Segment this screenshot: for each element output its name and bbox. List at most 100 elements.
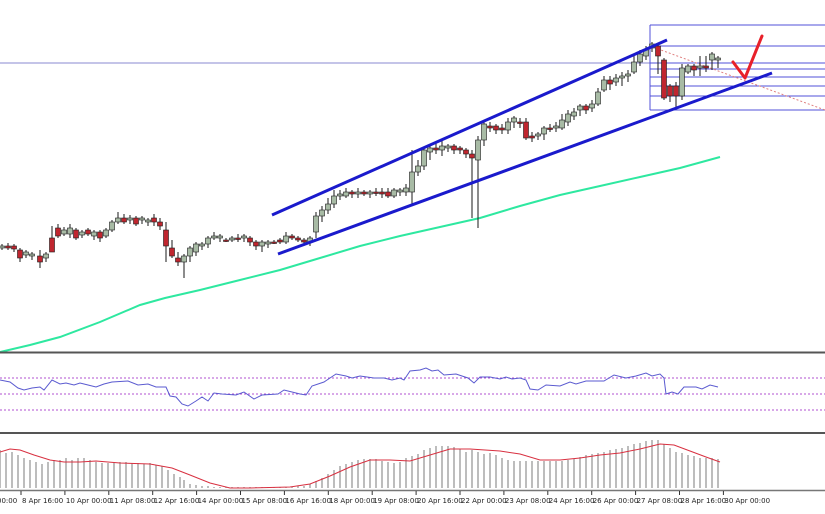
candlestick xyxy=(595,88,601,106)
candlestick xyxy=(571,108,577,120)
candlestick xyxy=(349,190,355,198)
candle-body-bullish xyxy=(139,217,145,221)
candlestick xyxy=(493,124,499,134)
candlestick xyxy=(337,190,343,200)
candlestick xyxy=(487,122,493,132)
candlestick xyxy=(397,188,403,196)
candlestick xyxy=(253,240,259,250)
candle-body-bullish xyxy=(553,125,559,129)
candlestick xyxy=(73,228,79,240)
candle-body-bullish xyxy=(505,121,511,131)
candlestick xyxy=(133,216,139,226)
candlestick xyxy=(85,228,91,236)
candle-body-bullish xyxy=(103,229,109,237)
time-axis-label: 28 Apr 16:00 xyxy=(681,497,727,505)
candlestick xyxy=(355,188,361,198)
candle-body-bearish xyxy=(547,127,553,130)
candlestick xyxy=(235,234,241,242)
candle-body-bearish xyxy=(349,191,355,195)
candlestick xyxy=(37,250,43,268)
candlestick xyxy=(529,132,535,142)
time-axis-label: 11 Apr 08:00 xyxy=(110,497,156,505)
candle-body-bullish xyxy=(709,53,715,61)
candle-body-bullish xyxy=(343,191,349,197)
candlestick xyxy=(163,222,169,262)
candle-body-bullish xyxy=(577,105,583,111)
candlestick xyxy=(127,215,133,224)
candle-body-bullish xyxy=(211,235,217,239)
candlestick xyxy=(601,76,607,92)
candle-body-bullish xyxy=(421,149,427,167)
candle-body-bullish xyxy=(541,127,547,135)
candle-body-bullish xyxy=(475,139,481,161)
candlestick xyxy=(673,82,679,108)
time-axis-label: 22 Apr 00:00 xyxy=(461,497,507,505)
candle-body-bearish xyxy=(37,255,43,263)
candle-body-bearish xyxy=(5,245,11,249)
candle-body-bearish xyxy=(295,237,301,241)
candlestick xyxy=(499,124,505,134)
candle-body-bearish xyxy=(17,249,23,259)
candle-body-bearish xyxy=(499,127,505,131)
candlestick xyxy=(415,160,421,176)
candle-body-bearish xyxy=(529,135,535,139)
time-axis-label: 8 Apr 16:00 xyxy=(22,497,63,505)
candle-body-bullish xyxy=(409,171,415,193)
time-axis-label: 00:00 xyxy=(0,497,17,505)
candle-body-bearish xyxy=(169,247,175,257)
candlestick xyxy=(703,56,709,72)
macd-signal-line xyxy=(0,443,721,489)
candle-body-bullish xyxy=(415,165,421,173)
candle-body-bearish xyxy=(457,147,463,151)
candlestick xyxy=(103,228,109,238)
candlestick xyxy=(361,190,367,196)
macd-panel xyxy=(0,440,721,489)
candle-body-bullish xyxy=(217,235,223,239)
candle-body-bullish xyxy=(0,245,5,249)
channel-lower-trendline[interactable] xyxy=(277,71,773,256)
candlestick xyxy=(331,190,337,208)
candle-body-bullish xyxy=(319,209,325,217)
candlestick xyxy=(61,227,67,236)
candlestick xyxy=(325,198,331,214)
candlestick xyxy=(433,142,439,154)
candle-body-bearish xyxy=(271,241,277,244)
candle-body-bearish xyxy=(583,105,589,111)
candlestick xyxy=(247,236,253,246)
candlestick xyxy=(511,116,517,128)
candle-body-bearish xyxy=(235,237,241,240)
candlestick xyxy=(373,188,379,196)
candle-body-bearish xyxy=(385,191,391,197)
candlestick xyxy=(151,214,157,226)
candlestick xyxy=(139,216,145,224)
candlestick xyxy=(523,118,529,140)
candle-body-bearish xyxy=(253,241,259,247)
candlestick xyxy=(277,238,283,244)
price-panel xyxy=(0,24,825,353)
candlestick xyxy=(67,224,73,238)
candlestick xyxy=(109,220,115,232)
candle-body-bullish xyxy=(439,145,445,151)
candle-body-bearish xyxy=(379,191,385,195)
candle-body-bearish xyxy=(661,59,667,99)
candle-body-bullish xyxy=(127,217,133,221)
candlestick xyxy=(187,246,193,262)
candlestick xyxy=(679,64,685,100)
candle-body-bearish xyxy=(607,79,613,85)
candle-body-bearish xyxy=(157,221,163,227)
candlestick xyxy=(241,234,247,242)
candlestick xyxy=(505,118,511,134)
candlestick xyxy=(409,150,415,204)
candle-body-bearish xyxy=(121,217,127,223)
candlestick xyxy=(403,184,409,196)
rsi-panel xyxy=(0,367,825,411)
candle-body-bullish xyxy=(565,113,571,123)
candle-body-bullish xyxy=(535,133,541,137)
candle-body-bearish xyxy=(493,125,499,131)
candle-body-bearish xyxy=(11,245,17,250)
dashed-trend-line[interactable] xyxy=(649,45,825,111)
channel-upper-trendline[interactable] xyxy=(271,38,668,217)
candle-body-bearish xyxy=(487,125,493,129)
candlestick xyxy=(619,72,625,86)
